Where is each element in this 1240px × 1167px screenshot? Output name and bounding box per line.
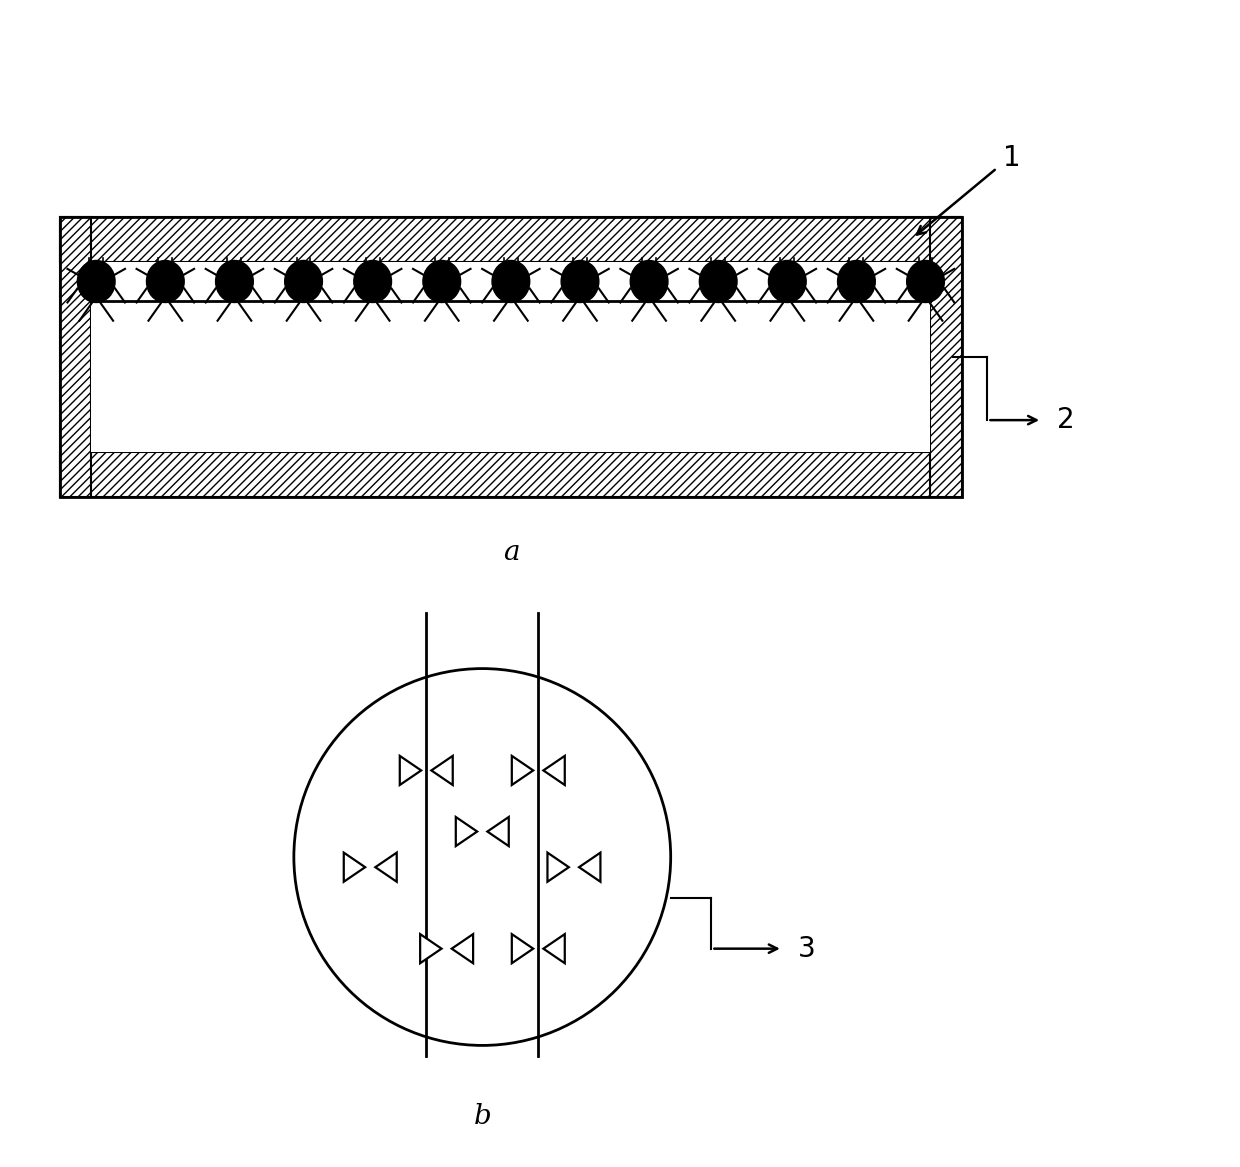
Polygon shape xyxy=(456,817,477,846)
Polygon shape xyxy=(451,934,474,963)
Polygon shape xyxy=(579,853,600,882)
Ellipse shape xyxy=(423,260,460,302)
Polygon shape xyxy=(547,853,569,882)
Bar xyxy=(60,217,962,261)
Polygon shape xyxy=(543,756,564,785)
Text: 3: 3 xyxy=(799,935,816,963)
Ellipse shape xyxy=(906,260,945,302)
Polygon shape xyxy=(343,853,365,882)
Text: b: b xyxy=(474,1103,491,1130)
Bar xyxy=(92,261,930,301)
Bar xyxy=(60,217,92,497)
Ellipse shape xyxy=(837,260,875,302)
Text: a: a xyxy=(502,539,520,566)
Ellipse shape xyxy=(630,260,668,302)
Bar xyxy=(60,217,962,497)
Polygon shape xyxy=(376,853,397,882)
Ellipse shape xyxy=(285,260,322,302)
Polygon shape xyxy=(399,756,422,785)
Bar xyxy=(92,261,930,453)
Polygon shape xyxy=(487,817,508,846)
Ellipse shape xyxy=(77,260,115,302)
Bar xyxy=(60,453,962,497)
Ellipse shape xyxy=(769,260,806,302)
Polygon shape xyxy=(543,934,564,963)
Polygon shape xyxy=(512,756,533,785)
Polygon shape xyxy=(512,934,533,963)
Ellipse shape xyxy=(353,260,392,302)
Polygon shape xyxy=(432,756,453,785)
Text: 1: 1 xyxy=(1003,145,1021,173)
Ellipse shape xyxy=(562,260,599,302)
Ellipse shape xyxy=(699,260,737,302)
Polygon shape xyxy=(420,934,441,963)
Ellipse shape xyxy=(146,260,185,302)
Circle shape xyxy=(294,669,671,1046)
Text: 2: 2 xyxy=(1056,406,1075,434)
Bar xyxy=(930,217,962,497)
Ellipse shape xyxy=(216,260,253,302)
Ellipse shape xyxy=(492,260,529,302)
